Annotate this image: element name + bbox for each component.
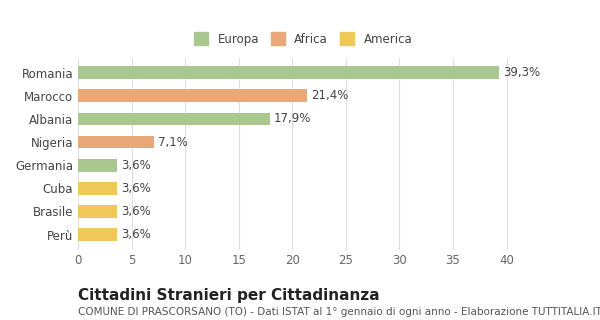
Bar xyxy=(78,159,116,172)
Text: 39,3%: 39,3% xyxy=(503,66,541,79)
Text: 3,6%: 3,6% xyxy=(121,182,151,195)
Bar xyxy=(78,228,116,241)
Bar xyxy=(78,90,307,102)
Bar xyxy=(78,182,116,195)
Bar xyxy=(78,113,270,125)
Legend: Europa, Africa, America: Europa, Africa, America xyxy=(190,29,416,49)
Text: 17,9%: 17,9% xyxy=(274,112,311,125)
Text: 3,6%: 3,6% xyxy=(121,159,151,172)
Text: 3,6%: 3,6% xyxy=(121,228,151,241)
Text: 21,4%: 21,4% xyxy=(311,89,349,102)
Bar xyxy=(78,66,499,79)
Text: 7,1%: 7,1% xyxy=(158,136,188,148)
Text: COMUNE DI PRASCORSANO (TO) - Dati ISTAT al 1° gennaio di ogni anno - Elaborazion: COMUNE DI PRASCORSANO (TO) - Dati ISTAT … xyxy=(78,307,600,317)
Text: 3,6%: 3,6% xyxy=(121,205,151,218)
Text: Cittadini Stranieri per Cittadinanza: Cittadini Stranieri per Cittadinanza xyxy=(78,288,380,303)
Bar xyxy=(78,205,116,218)
Bar xyxy=(78,136,154,148)
